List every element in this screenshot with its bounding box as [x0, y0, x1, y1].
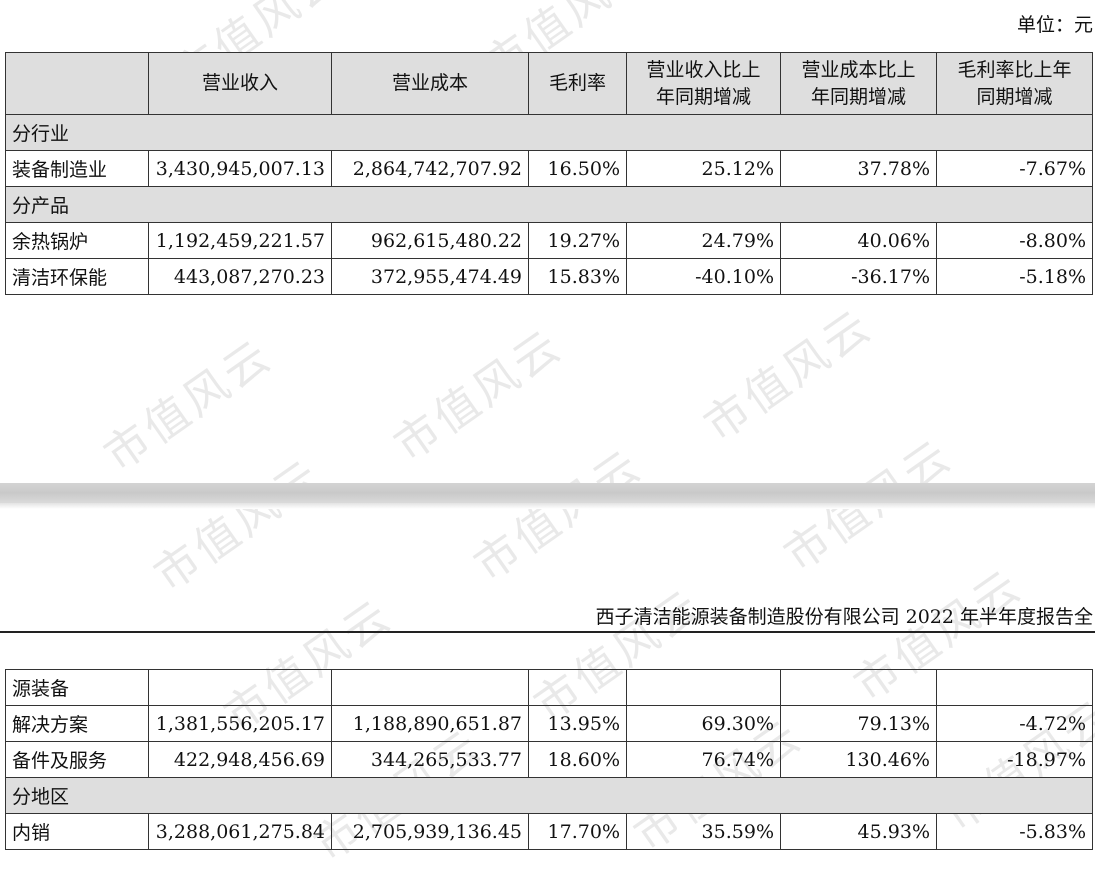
header-rule [0, 631, 1095, 633]
revenue-table-part1: 营业收入 营业成本 毛利率 营业收入比上 年同期增减 营业成本比上 年同期增减 毛利率比上年同… [5, 52, 1093, 295]
page-break-bar [0, 483, 1095, 509]
column-header: 营业收入比上 年同期增减 [626, 52, 781, 115]
table-row: 内销 3,288,061,275.84 2,705,939,136.45 17.70%… [5, 813, 1093, 850]
column-header-text: 毛利率 [548, 72, 606, 94]
column-header-text: 年同期增减 [810, 85, 906, 108]
section-label: 分地区 [5, 777, 1093, 814]
section-label: 分产品 [5, 186, 1093, 223]
value-cell: 16.50% [528, 150, 627, 187]
value-cell [528, 669, 627, 706]
value-cell [148, 669, 332, 706]
table-row: 解决方案 1,381,556,205.17 1,188,890,651.87 13.9… [5, 705, 1093, 742]
value-cell: 2,705,939,136.45 [331, 813, 529, 850]
value-cell: 1,188,890,651.87 [331, 705, 529, 742]
value-cell: 19.27% [528, 222, 627, 259]
value-cell: -40.10% [626, 258, 781, 295]
value-cell: 69.30% [626, 705, 781, 742]
value-cell: -8.80% [936, 222, 1093, 259]
value-cell: 443,087,270.23 [148, 258, 332, 295]
value-cell: 79.13% [780, 705, 937, 742]
table-header-row: 营业收入 营业成本 毛利率 营业收入比上 年同期增减 营业成本比上 年同期增减 毛利率比上年同… [5, 52, 1093, 115]
row-label-cell: 备件及服务 [5, 741, 149, 778]
row-label-cell: 源装备 [5, 669, 149, 706]
watermark: 市值风云 [465, 439, 652, 592]
row-label-cell: 清洁环保能 [5, 258, 149, 295]
value-cell: 1,192,459,221.57 [148, 222, 332, 259]
row-label-cell: 余热锅炉 [5, 222, 149, 259]
row-label-cell: 内销 [5, 813, 149, 850]
value-cell: -18.97% [936, 741, 1093, 778]
column-header: 毛利率比上年 同期增减 [936, 52, 1093, 115]
table-row: 装备制造业 3,430,945,007.13 2,864,742,707.92 16.… [5, 150, 1093, 187]
watermark: 市值风云 [145, 449, 332, 602]
value-cell: 3,288,061,275.84 [148, 813, 332, 850]
table-row: 余热锅炉 1,192,459,221.57 962,615,480.22 19.27%… [5, 222, 1093, 259]
column-header-text: 年同期增减 [655, 85, 751, 108]
report-title: 西子清洁能源装备制造股份有限公司 2022 年半年度报告全 [595, 606, 1093, 628]
column-header [5, 52, 149, 115]
value-cell: 422,948,456.69 [148, 741, 332, 778]
unit-label: 单位：元 [1016, 14, 1093, 36]
value-cell: 76.74% [626, 741, 781, 778]
row-label-cell: 装备制造业 [5, 150, 149, 187]
table-row: 备件及服务 422,948,456.69 344,265,533.77 18.60% 7… [5, 741, 1093, 778]
column-header-text: 营业成本比上 [801, 58, 916, 81]
value-cell: -7.67% [936, 150, 1093, 187]
revenue-table-part2: 源装备 解决方案 1,381,556,205.17 1,188,890,651.87 1… [5, 669, 1093, 850]
value-cell: 3,430,945,007.13 [148, 150, 332, 187]
value-cell: 40.06% [780, 222, 937, 259]
value-cell [780, 669, 937, 706]
section-row: 分行业 [5, 114, 1093, 151]
column-header: 营业收入 [148, 52, 332, 115]
value-cell: 344,265,533.77 [331, 741, 529, 778]
table-row: 清洁环保能 443,087,270.23 372,955,474.49 15.83% -… [5, 258, 1093, 295]
value-cell: -4.72% [936, 705, 1093, 742]
value-cell: 18.60% [528, 741, 627, 778]
column-header-text: 营业成本 [391, 72, 468, 94]
value-cell: 24.79% [626, 222, 781, 259]
column-header: 营业成本比上 年同期增减 [780, 52, 937, 115]
value-cell: 2,864,742,707.92 [331, 150, 529, 187]
value-cell: 372,955,474.49 [331, 258, 529, 295]
value-cell: 45.93% [780, 813, 937, 850]
value-cell: 25.12% [626, 150, 781, 187]
value-cell: 15.83% [528, 258, 627, 295]
column-header-text: 毛利率比上年 [957, 58, 1072, 81]
value-cell: -36.17% [780, 258, 937, 295]
value-cell: 17.70% [528, 813, 627, 850]
column-header: 毛利率 [528, 52, 627, 115]
watermark: 市值风云 [385, 319, 572, 472]
column-header: 营业成本 [331, 52, 529, 115]
value-cell: 35.59% [626, 813, 781, 850]
value-cell: -5.18% [936, 258, 1093, 295]
watermark: 市值风云 [695, 299, 882, 452]
column-header-text: 同期增减 [976, 85, 1053, 108]
section-row: 分产品 [5, 186, 1093, 223]
column-header-text: 营业收入 [201, 72, 278, 94]
section-label: 分行业 [5, 114, 1093, 151]
table-row: 源装备 [5, 669, 1093, 706]
row-label-cell: 解决方案 [5, 705, 149, 742]
value-cell [626, 669, 781, 706]
value-cell [331, 669, 529, 706]
value-cell: 1,381,556,205.17 [148, 705, 332, 742]
value-cell: 962,615,480.22 [331, 222, 529, 259]
section-row: 分地区 [5, 777, 1093, 814]
value-cell: 13.95% [528, 705, 627, 742]
value-cell: 130.46% [780, 741, 937, 778]
column-header-text: 营业收入比上 [646, 58, 761, 81]
value-cell: 37.78% [780, 150, 937, 187]
value-cell [936, 669, 1093, 706]
value-cell: -5.83% [936, 813, 1093, 850]
watermark: 市值风云 [95, 329, 282, 482]
